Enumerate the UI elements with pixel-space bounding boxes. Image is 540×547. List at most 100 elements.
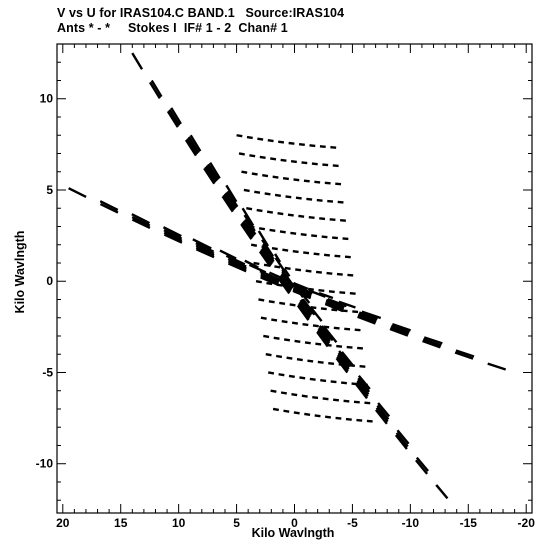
- uv-track-b-segment: [163, 233, 183, 244]
- uv-track-b-segment: [423, 336, 443, 345]
- uv-track-a-segment: [394, 434, 408, 450]
- uv-track-b-segment: [225, 254, 246, 266]
- uv-track-c-segment: [317, 360, 324, 364]
- y-tick-label: -10: [36, 457, 54, 471]
- uv-track-c-segment: [305, 269, 312, 273]
- uv-track-c-segment: [238, 152, 245, 156]
- uv-track-c-segment: [258, 227, 266, 231]
- uv-track-c-segment: [343, 399, 350, 403]
- uv-track-a-segment: [396, 429, 410, 445]
- uv-track-a-segment: [225, 184, 238, 203]
- axis-ticks: [57, 44, 532, 513]
- uv-track-b-segment: [361, 310, 382, 320]
- uv-track-c-segment: [311, 234, 318, 238]
- uv-track-c-segment: [295, 196, 302, 200]
- uv-track-c-segment: [251, 172, 258, 176]
- uv-track-b-segment: [293, 285, 313, 296]
- uv-track-a-segment: [259, 249, 273, 266]
- uv-track-c-segment: [270, 157, 277, 161]
- uv-track-b-segment: [292, 287, 312, 297]
- uv-track-c-segment: [298, 143, 305, 147]
- uv-track-c-segment: [313, 252, 320, 256]
- uv-track-a-segment: [336, 354, 350, 370]
- uv-track-c-segment: [291, 392, 298, 397]
- uv-track-a-segment: [274, 257, 287, 273]
- uv-track-c-segment: [272, 407, 279, 412]
- uv-track-c-segment: [285, 195, 292, 199]
- uv-track-b-segment: [195, 244, 215, 255]
- uv-track-a-segment: [168, 109, 181, 127]
- uv-track-c-segment: [254, 190, 261, 194]
- uv-track-c-segment: [282, 176, 289, 181]
- uv-track-a-segment: [148, 81, 161, 99]
- uv-track-a-segment: [261, 239, 275, 258]
- uv-track-c-segment: [255, 280, 262, 284]
- uv-track-a-segment: [302, 295, 311, 304]
- uv-track-b-segment: [324, 302, 344, 313]
- uv-track-c-segment: [288, 374, 295, 378]
- uv-track-b-segment: [422, 338, 442, 347]
- uv-track-c-segment: [264, 192, 271, 196]
- x-tick-label: 10: [172, 516, 186, 530]
- x-tick-label: 0: [291, 516, 298, 530]
- uv-track-c-segment: [263, 263, 270, 267]
- uv-track-b-segment: [163, 229, 183, 240]
- uv-track-a-segment: [205, 164, 218, 182]
- uv-track-c-segment: [250, 243, 258, 247]
- uv-track-c-segment: [267, 139, 274, 143]
- x-tick-label: 15: [114, 516, 128, 530]
- uv-track-a-segment: [225, 191, 238, 209]
- uv-track-c-segment: [279, 301, 286, 305]
- uv-track-c-segment: [269, 228, 276, 232]
- uv-track-c-segment: [249, 154, 256, 158]
- uv-track-c-segment: [322, 163, 329, 167]
- uv-track-b-segment: [259, 270, 280, 281]
- uv-track-c-segment: [275, 354, 283, 359]
- uv-track-c-segment: [349, 364, 355, 368]
- uv-track-a-segment: [150, 79, 163, 98]
- uv-track-c-segment: [274, 265, 281, 269]
- uv-track-c-segment: [260, 316, 267, 320]
- uv-track-c-segment: [315, 342, 322, 346]
- plot-frame: [56, 43, 533, 514]
- uv-track-c-segment: [295, 268, 302, 272]
- uv-track-c-segment: [271, 318, 278, 322]
- uv-track-b-segment: [260, 276, 279, 287]
- uv-track-b-segment: [227, 257, 247, 268]
- uv-track-c-segment: [339, 291, 346, 295]
- uv-track-c-segment: [344, 327, 351, 331]
- uv-track-c-segment: [258, 298, 265, 302]
- uv-track-a-segment: [260, 248, 273, 265]
- y-tick-label: 10: [40, 92, 54, 106]
- uv-track-b-segment: [227, 262, 247, 273]
- uv-track-c-segment: [318, 289, 325, 293]
- uv-track-c-segment: [353, 400, 360, 404]
- uv-track-a-segment: [310, 307, 323, 322]
- uv-track-c-segment: [333, 398, 339, 402]
- y-tick-label: 5: [46, 183, 53, 197]
- y-tick-labels: 10 5 0 -5 -10: [36, 92, 54, 471]
- chart-title: V vs U for IRAS104.C BAND.1 Source:IRAS1…: [57, 6, 345, 20]
- uv-track-a-segment: [166, 110, 179, 128]
- uv-track-c-segment: [327, 199, 334, 203]
- uv-track-c-segment: [236, 134, 243, 138]
- uv-track-c-segment: [330, 380, 337, 384]
- x-tick-label: -10: [402, 516, 420, 530]
- uv-track-c-segment: [321, 235, 328, 239]
- uv-track-b-segment: [99, 202, 119, 214]
- uv-track-a-segment: [226, 190, 239, 208]
- uv-track-c-segment: [323, 325, 330, 329]
- uv-track-c-segment: [311, 162, 318, 166]
- uv-track-c-segment: [328, 362, 335, 366]
- uv-track-b-segment: [357, 315, 376, 325]
- uv-track-c-segment: [312, 395, 319, 400]
- uv-track-b-segment: [195, 248, 215, 259]
- uv-track-c-segment: [259, 155, 266, 159]
- uv-track-b-segment: [228, 260, 247, 271]
- uv-track-a-segment: [258, 250, 272, 268]
- uv-track-a-segment: [257, 230, 270, 247]
- uv-track-c-segment: [319, 217, 326, 221]
- uv-track-a-segment: [377, 402, 391, 418]
- uv-track-a-segment: [241, 222, 254, 239]
